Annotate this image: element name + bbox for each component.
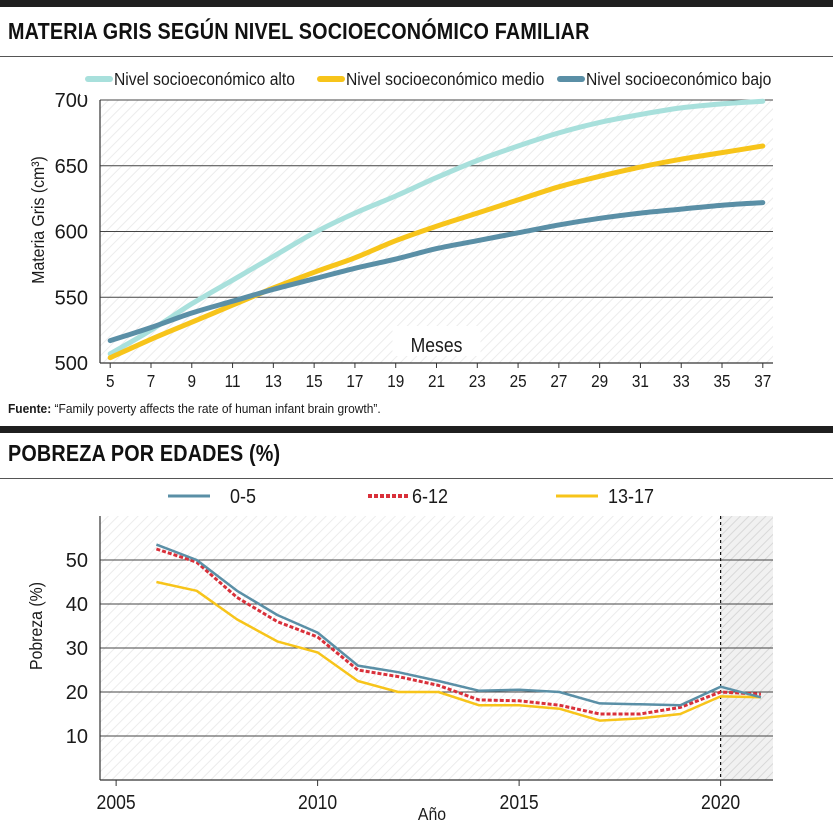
source-text: “Family poverty affects the rate of huma… [54,401,381,416]
chart1-legend-bg [80,65,795,95]
chart2: 10 20 30 40 50 2005 2010 2015 2020 Año Pobreza (%)… [26,486,773,824]
chart2-y-tick-label: 40 [66,594,88,616]
chart1-y-axis-title: Materia Gris (cm³) [28,156,48,283]
chart2-x-tick-label: 2020 [701,791,740,813]
chart2-series-line-0 [155,543,762,707]
chart1-x-tick-label: 13 [265,371,282,391]
chart1-series-line-1 [107,143,766,361]
chart1-title-rule [0,56,833,57]
chart2-y-tick-label: 30 [66,638,88,660]
chart1-x-tick-label: 11 [225,371,241,391]
chart1-x-tick-label: 23 [469,371,486,391]
chart1-x-tick-label: 27 [550,371,567,391]
chart1-x-tick-label: 37 [754,371,771,391]
chart2-x-axis-title: Año [418,804,446,824]
chart1-y-tick-label: 650 [55,156,88,178]
chart2-legend-label-2: 13-17 [608,486,654,508]
chart2-y-axis-title: Pobreza (%) [26,582,46,670]
chart1-source: Fuente: “Family poverty affects the rate… [8,401,381,416]
chart1-x-axis-title: Meses [411,334,463,356]
chart1-xlabel-box [392,326,481,356]
chart1-x-tick-label: 33 [673,371,690,391]
top-bar [0,0,833,7]
chart1-legend-label-0: Nivel socioeconómico alto [114,69,295,89]
chart1-x-tick-label: 35 [714,371,731,391]
chart1-x-tick-label: 19 [387,371,404,391]
chart1-x-tick-label: 29 [591,371,608,391]
chart1-y-tick-label: 600 [55,222,88,244]
chart1-x-tick-label: 9 [188,371,197,391]
chart1-y-tick-label: 700 [55,90,88,112]
source-label: Fuente: [8,401,52,416]
chart1-x-tick-label: 31 [632,371,649,391]
chart2-series-line-2 [156,580,761,722]
chart2-title: POBREZA POR EDADES (%) [8,440,281,466]
chart1-x-tick-label: 21 [428,371,445,391]
chart2-title-rule [0,478,833,479]
chart1-x-tick-label: 25 [510,371,527,391]
chart1-x-tick-label: 17 [346,371,363,391]
chart1-title: MATERIA GRIS SEGÚN NIVEL SOCIOECONÓMICO … [8,18,590,44]
chart2-legend-label-0: 0-5 [230,486,256,508]
chart1-series-line-0 [107,98,766,357]
chart2-x-tick-label: 2005 [97,791,136,813]
chart2-x-tick-label: 2010 [298,791,337,813]
chart1-legend-label-2: Nivel socioeconómico bajo [586,69,771,89]
chart2-legend-label-1: 6-12 [412,486,448,508]
chart1-legend-label-1: Nivel socioeconómico medio [346,69,544,89]
chart1-series-line-2 [107,200,766,344]
chart2-x-tick-label: 2015 [500,791,539,813]
chart1-y-tick-label: 500 [55,353,88,375]
chart1-y-tick-label: 550 [55,287,88,309]
chart1-x-tick-label: 15 [306,371,323,391]
chart2-y-tick-label: 20 [66,682,88,704]
mid-bar [0,426,833,433]
chart1-x-tick-label: 5 [106,371,115,391]
chart1-x-tick-label: 7 [147,371,156,391]
chart1: 500 550 600 650 700 5 7 9 11 13 15 17 19 21 23 25 27 29 31… [28,65,795,391]
chart2-y-tick-label: 10 [66,726,88,748]
chart2-y-tick-label: 50 [66,550,88,572]
